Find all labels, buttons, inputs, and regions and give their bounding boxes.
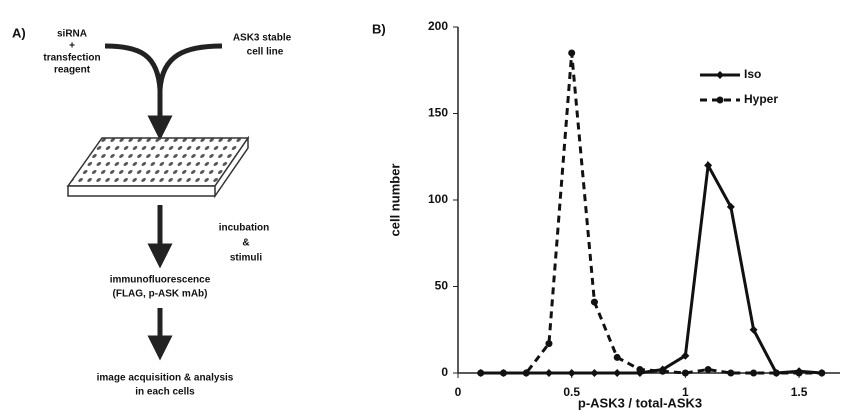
marker [613,369,622,377]
chart: B) p-ASK3 / total-ASK3 cell number 05010… [372,19,840,410]
y-axis-label: cell number [387,164,402,237]
marker [568,49,576,57]
step-text: (FLAG, p-ASK mAb) [113,289,208,300]
cell-line-text: ASK3 stable [233,33,292,44]
panel-label: A) [12,25,26,40]
reagent-text: siRNA [57,29,87,40]
series-line [480,52,822,375]
legend-marker [716,71,724,79]
marker [636,366,644,374]
marker [750,369,758,377]
reagent-text: transfection [43,53,100,64]
marker [567,369,576,377]
y-tick-label: 0 [441,365,448,379]
marker [818,369,826,377]
y-tick-label: 50 [435,279,449,293]
marker [727,369,735,377]
legend-label: Iso [744,67,761,81]
marker [659,367,667,375]
plate-side [67,135,249,199]
reagent-text: + [69,41,75,52]
diagram: A) siRNA + transfection reagent ASK3 sta… [12,25,292,397]
x-tick-label: 0.5 [563,385,580,399]
x-tick-label: 0 [455,385,462,399]
legend-label: Hyper [744,92,778,106]
marker [545,340,553,348]
step-text: immunofluorescence [110,275,211,286]
marker [477,369,485,377]
marker [590,369,599,377]
step-text: incubation [219,223,270,234]
step-text: & [242,238,249,249]
marker [749,325,758,334]
x-tick-label: 1 [682,385,689,399]
legend-marker [716,96,724,104]
marker [704,366,712,374]
marker [613,353,621,361]
panel-label: B) [372,21,386,36]
merge-arrow [104,43,223,128]
reagent-text: reagent [54,65,91,76]
x-axis-label: p-ASK3 / total-ASK3 [578,395,702,410]
marker [681,369,689,377]
x-tick-label: 1.5 [791,385,808,399]
marker [772,369,780,377]
step-text: stimuli [230,253,262,264]
marker [590,298,598,306]
marker [681,351,690,360]
cell-line-text: cell line [247,47,284,58]
y-tick-label: 200 [428,19,448,33]
step-text: image acquisition & analysis [97,373,234,384]
series-line [480,160,822,375]
marker [795,369,803,377]
marker [544,369,553,377]
marker [499,369,507,377]
marker [726,202,735,211]
y-tick-label: 100 [428,192,448,206]
y-tick-label: 150 [428,106,448,120]
marker [522,369,530,377]
step-text: in each cells [135,387,195,398]
marker [704,161,713,170]
